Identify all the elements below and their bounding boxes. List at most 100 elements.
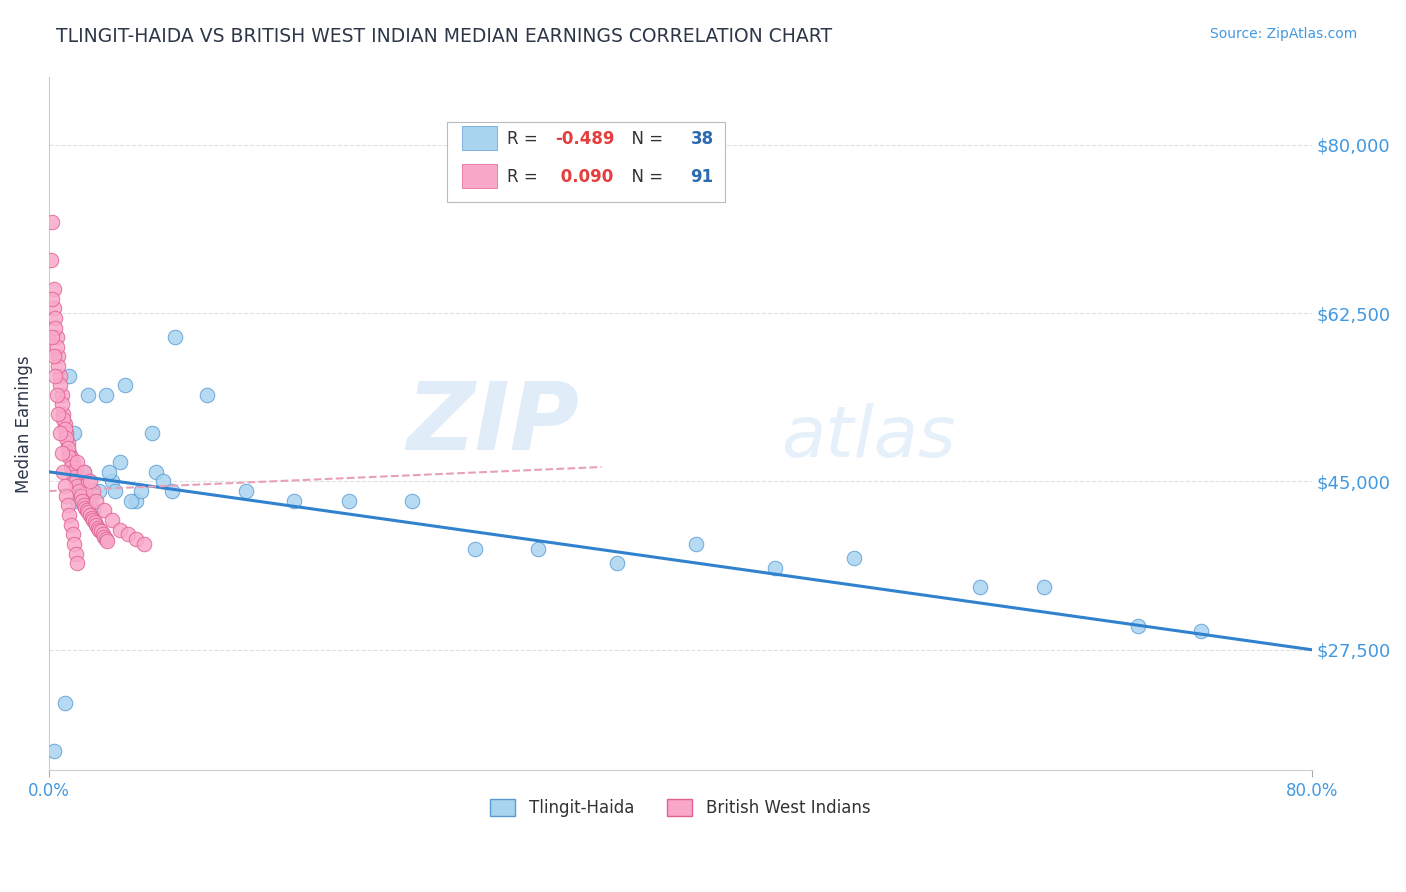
Point <box>969 580 991 594</box>
Point <box>65 547 87 561</box>
Text: 38: 38 <box>690 130 714 148</box>
Point <box>842 551 865 566</box>
Point <box>129 484 152 499</box>
Point <box>55 431 77 445</box>
Point <box>66 493 89 508</box>
Point <box>76 503 98 517</box>
Point <box>90 524 112 539</box>
Point <box>65 475 87 489</box>
Point <box>77 388 100 402</box>
Point <box>48 359 70 373</box>
Point <box>51 445 73 459</box>
Point <box>42 301 65 316</box>
Point <box>120 493 142 508</box>
Point <box>73 499 96 513</box>
Text: -0.489: -0.489 <box>555 130 614 148</box>
Point <box>86 493 108 508</box>
Point <box>1128 618 1150 632</box>
Text: 0.090: 0.090 <box>555 169 613 186</box>
Point <box>83 515 105 529</box>
Point <box>70 482 93 496</box>
Point <box>89 523 111 537</box>
Point <box>48 350 70 364</box>
Text: R =: R = <box>508 130 543 148</box>
Point <box>53 696 76 710</box>
Point <box>401 493 423 508</box>
Point <box>104 484 127 499</box>
Point <box>117 527 139 541</box>
Point <box>94 388 117 402</box>
Point <box>101 513 124 527</box>
Point <box>49 378 72 392</box>
Point <box>87 520 110 534</box>
Point <box>49 368 72 383</box>
Point <box>76 489 98 503</box>
Point <box>41 215 63 229</box>
Point <box>337 493 360 508</box>
Point <box>69 489 91 503</box>
Point <box>63 460 86 475</box>
Point <box>55 489 77 503</box>
Point <box>58 508 80 522</box>
Point <box>73 465 96 479</box>
Point <box>108 455 131 469</box>
Point <box>63 469 86 483</box>
Point <box>52 407 75 421</box>
Point <box>86 517 108 532</box>
Point <box>66 469 89 483</box>
Bar <box>463 126 498 150</box>
Point <box>73 484 96 499</box>
Point <box>132 537 155 551</box>
Bar <box>447 122 724 202</box>
Point <box>464 541 486 556</box>
Point <box>62 465 84 479</box>
Point <box>45 388 67 402</box>
Text: atlas: atlas <box>782 403 956 472</box>
Point <box>145 465 167 479</box>
Point <box>195 388 218 402</box>
Point <box>66 556 89 570</box>
Text: ZIP: ZIP <box>406 377 579 470</box>
Point <box>56 441 79 455</box>
Point <box>125 532 148 546</box>
Text: Source: ZipAtlas.com: Source: ZipAtlas.com <box>1209 27 1357 41</box>
Text: R =: R = <box>508 169 543 186</box>
Point <box>89 484 111 499</box>
Point <box>56 499 79 513</box>
Point <box>52 465 75 479</box>
Point <box>44 320 66 334</box>
Point <box>60 517 83 532</box>
Point <box>79 508 101 522</box>
Point <box>51 397 73 411</box>
Point <box>62 527 84 541</box>
Point <box>108 523 131 537</box>
Point <box>97 465 120 479</box>
Point <box>53 417 76 431</box>
Point <box>52 412 75 426</box>
Point <box>165 330 187 344</box>
Point <box>58 445 80 459</box>
Point <box>53 421 76 435</box>
Point <box>93 530 115 544</box>
Point <box>67 484 90 499</box>
Point <box>63 537 86 551</box>
Point <box>527 541 550 556</box>
Point <box>125 493 148 508</box>
Text: N =: N = <box>621 130 668 148</box>
Bar <box>463 164 498 188</box>
Point <box>75 486 97 500</box>
Point <box>77 505 100 519</box>
Point <box>67 475 90 489</box>
Text: N =: N = <box>621 169 668 186</box>
Point <box>58 450 80 465</box>
Point <box>63 426 86 441</box>
Point <box>79 493 101 508</box>
Point <box>51 388 73 402</box>
Point <box>60 450 83 465</box>
Point <box>114 378 136 392</box>
Legend: Tlingit-Haida, British West Indians: Tlingit-Haida, British West Indians <box>484 792 877 824</box>
Point <box>93 503 115 517</box>
Point <box>82 503 104 517</box>
Point <box>41 292 63 306</box>
Point <box>73 465 96 479</box>
